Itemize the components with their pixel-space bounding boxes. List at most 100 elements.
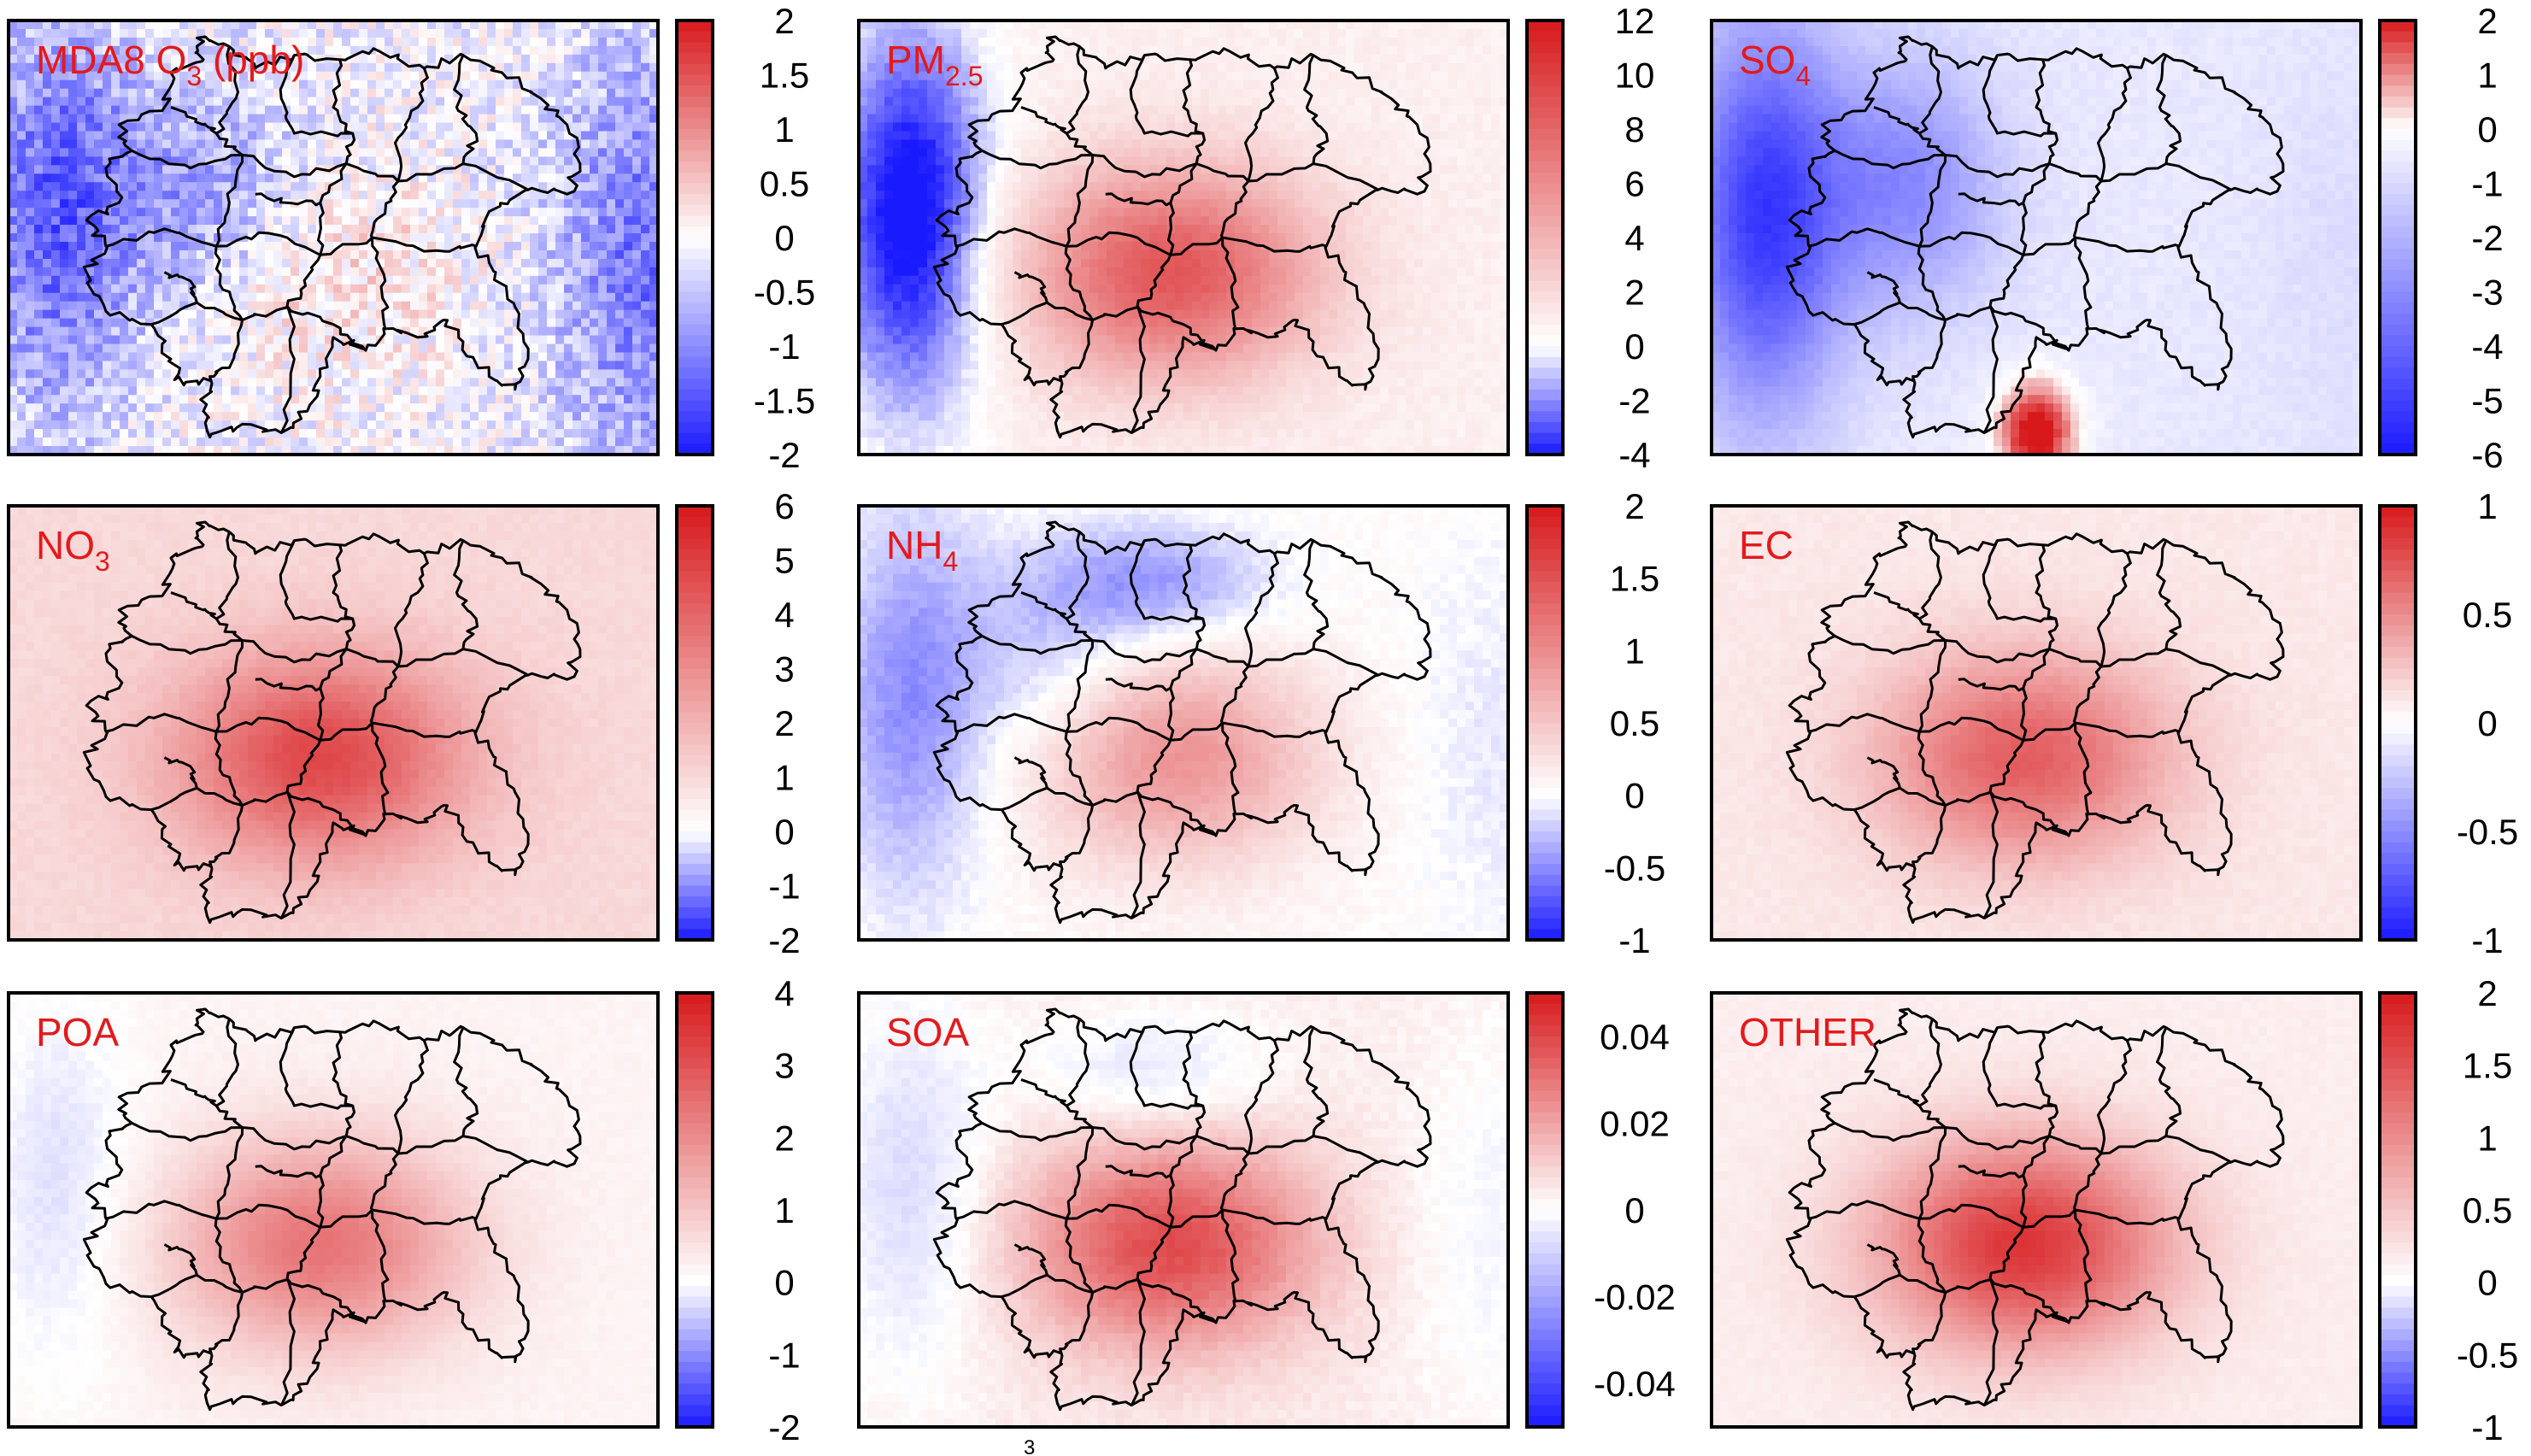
district-boundary	[1982, 540, 2056, 623]
colorbar-segment	[1527, 432, 1563, 444]
district-boundary	[131, 1122, 529, 1164]
district-boundary	[2156, 54, 2182, 164]
colorbar-segment	[677, 1372, 713, 1384]
colorbar-segment	[2380, 1383, 2416, 1395]
colorbar-segment	[677, 679, 713, 691]
panel-title-subscript: 3	[95, 546, 110, 577]
district-boundary	[955, 1200, 1327, 1229]
colorbar-segment	[1527, 907, 1563, 919]
colorbar-segment	[2380, 831, 2416, 843]
colorbar-segment	[2380, 1264, 2416, 1276]
colorbar-segment	[677, 993, 713, 1005]
colorbar-segment	[1527, 993, 1563, 1005]
region-boundaries	[932, 35, 1432, 439]
tick-label: -0.5	[1604, 848, 1665, 888]
colorbar-segment	[2380, 1003, 2416, 1015]
field-raster	[859, 21, 1508, 455]
tick-label: 1	[774, 1190, 794, 1230]
colorbar-segment	[677, 85, 713, 97]
colorbar-segment	[677, 506, 713, 518]
colorbar-segment	[1527, 194, 1563, 206]
tick-label: 0	[774, 1263, 794, 1303]
panel-title: SO4	[1739, 38, 1811, 91]
colorbar-segment	[2380, 291, 2416, 303]
colorbar-segment	[1527, 1003, 1563, 1015]
district-boundary	[1866, 1243, 1901, 1276]
district-boundary	[369, 553, 429, 815]
district-boundary	[105, 713, 477, 742]
tick-label: 0.02	[1600, 1103, 1670, 1143]
region-boundaries	[1785, 35, 2285, 439]
colorbar-segment	[677, 864, 713, 876]
colorbar-segment	[677, 324, 713, 336]
district-boundary	[2156, 1026, 2182, 1136]
tick-label: -1	[768, 1335, 800, 1375]
colorbar-segment	[1527, 1285, 1563, 1298]
panel-ec: EC 1 0.5 0 -0.5 -1	[1710, 486, 2518, 960]
colorbar-segment	[1527, 1036, 1563, 1048]
colorbar-segment	[1527, 571, 1563, 583]
colorbar-segment	[1527, 21, 1563, 32]
colorbar-frame	[675, 504, 714, 942]
panel-title-subscript: 4	[1795, 61, 1811, 91]
colorbar-segment	[677, 1166, 713, 1178]
district-boundary	[1834, 635, 2232, 677]
colorbar-segment	[2380, 1329, 2416, 1341]
colorbar-segment	[2380, 421, 2416, 434]
colorbar-segment	[2380, 614, 2416, 626]
colorbar-segment	[2380, 1123, 2416, 1135]
colorbar-segment	[677, 226, 713, 238]
tick-label: 5	[774, 541, 794, 581]
colorbar-segment	[677, 1416, 713, 1428]
colorbar	[675, 991, 714, 1429]
tick-label: 0	[1624, 776, 1644, 816]
colorbar-segment	[677, 400, 713, 412]
colorbar-segment	[2380, 150, 2416, 162]
colorbar-segment	[2380, 356, 2416, 368]
tick-label: 4	[774, 973, 794, 1013]
colorbar-segment	[2380, 560, 2416, 572]
colorbar-segment	[2380, 215, 2416, 227]
colorbar-segment	[1527, 400, 1563, 412]
colorbar-segment	[2380, 549, 2416, 561]
colorbar-segment	[2380, 1253, 2416, 1265]
district-boundary	[105, 1200, 477, 1229]
colorbar	[675, 504, 714, 942]
colorbar-segment	[2380, 1079, 2416, 1091]
colorbar-segment	[677, 107, 713, 119]
colorbar-segment	[677, 1285, 713, 1298]
colorbar-segment	[1527, 139, 1563, 151]
colorbar-segment	[2380, 809, 2416, 821]
colorbar-segment	[1527, 777, 1563, 789]
tick-label: 0	[2477, 703, 2497, 743]
colorbar-segment	[677, 238, 713, 250]
colorbar-segment	[2380, 603, 2416, 615]
colorbar-segment	[1527, 1361, 1563, 1374]
colorbar-segment	[677, 929, 713, 941]
colorbar-segment	[2380, 194, 2416, 206]
colorbar-segment	[677, 302, 713, 314]
district-boundary	[279, 1027, 353, 1110]
colorbar-segment	[2380, 1166, 2416, 1178]
colorbar-segment	[2380, 21, 2416, 32]
district-boundary	[1834, 1122, 2232, 1164]
colorbar-segment	[1527, 723, 1563, 735]
colorbar-segment	[2380, 74, 2416, 86]
panel-title: PM2.5	[886, 38, 983, 91]
colorbar-segment	[1527, 1405, 1563, 1417]
colorbar-segment	[2380, 238, 2416, 250]
colorbar-segment	[1527, 516, 1563, 528]
colorbar-ticks: 2 1.5 1 0.5 0 -0.5 -1	[1604, 486, 1665, 960]
panel-title: POA	[36, 1010, 119, 1054]
tick-label: 4	[774, 595, 794, 635]
colorbar	[2378, 504, 2417, 942]
colorbar-segment	[677, 443, 713, 455]
colorbar-segment	[1527, 270, 1563, 282]
colorbar-frame	[1525, 991, 1565, 1429]
colorbar-segment	[677, 592, 713, 604]
colorbar-segment	[1527, 346, 1563, 358]
colorbar-segment	[677, 538, 713, 550]
district-boundary	[1866, 756, 1901, 789]
district-boundary	[163, 756, 198, 789]
colorbar-segment	[2380, 1025, 2416, 1037]
